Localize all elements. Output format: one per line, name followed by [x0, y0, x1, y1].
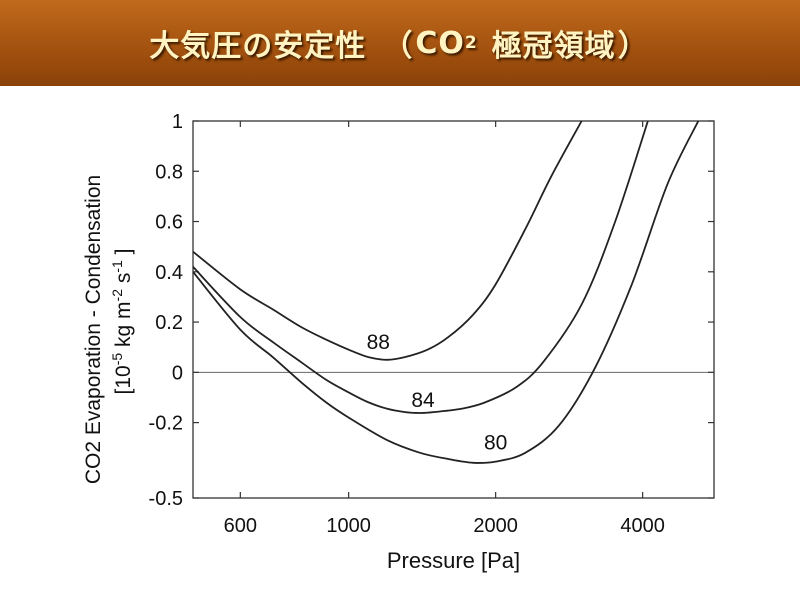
y-tick-label: -0.2: [149, 413, 183, 435]
y-axis-label-part: kg m: [112, 301, 135, 352]
title-banner: [0, 0, 800, 86]
plot-frame: [192, 120, 715, 499]
y-tick-label: 1: [172, 111, 183, 133]
y-tick-label: 0: [172, 362, 183, 384]
curve-88: [193, 121, 583, 361]
y-tick-label: 0.4: [155, 262, 183, 284]
x-tick-label: 1000: [326, 515, 371, 537]
y-axis-label-part: [10: [112, 365, 135, 394]
title-subscript: 2: [464, 33, 478, 53]
y-tick-label: -0.5: [149, 488, 183, 510]
labels-layer: 1 0.8 0.6 0.4 0.2 0 -0.2 -0.5 600 1000 2000 4000 Pre…: [82, 111, 665, 573]
title-co: CO: [415, 25, 465, 61]
y-axis-label-part: ]: [112, 249, 135, 261]
curve-label-84: 84: [411, 389, 435, 412]
curve-label-80: 80: [484, 432, 507, 455]
y-axis-label-exponent: -5: [109, 353, 125, 366]
title-paren-close: ）: [617, 29, 649, 64]
curve-80: [193, 121, 700, 464]
x-axis-label: Pressure [Pa]: [387, 548, 520, 573]
axes-layer: [192, 120, 715, 499]
y-axis-label-exponent: -1: [109, 260, 125, 273]
y-tick-label: 0.8: [155, 161, 183, 183]
curves-layer: [193, 121, 700, 464]
y-tick-label: 0.6: [155, 212, 183, 234]
x-tick-label: 2000: [473, 515, 518, 537]
x-tick-label: 4000: [620, 515, 665, 537]
y-axis-label-exponent: -2: [109, 289, 125, 302]
y-axis-label-line2: [10-5 kg m-2 s-1 ]: [109, 249, 135, 395]
curve-label-88: 88: [367, 331, 390, 354]
y-tick-label: 0.2: [155, 312, 183, 334]
title-paren-open: （: [382, 29, 414, 64]
y-axis-label-part: s: [112, 273, 135, 289]
title-main: 大気圧の安定性: [149, 29, 367, 64]
slide-title: 大気圧の安定性 （ CO 2 極冠領域 ）: [0, 0, 800, 86]
curve-84: [193, 121, 649, 414]
line-chart: 1 0.8 0.6 0.4 0.2 0 -0.2 -0.5 600 1000 2000 4000 Pre…: [82, 111, 715, 573]
y-axis-label-line1: CO2 Evaporation - Condensation: [82, 175, 105, 484]
x-tick-label: 600: [224, 515, 257, 537]
title-rest: 極冠領域: [491, 29, 616, 64]
